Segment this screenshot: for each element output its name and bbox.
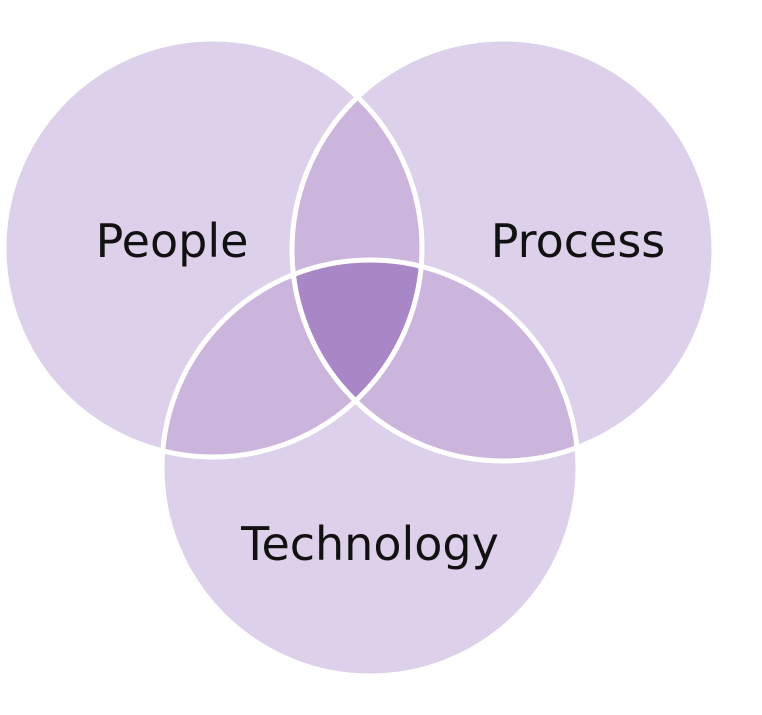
- circle-outlines: [1, 36, 717, 679]
- technology-label: Technology: [240, 517, 499, 571]
- people-outline: [1, 36, 425, 460]
- process-technology-overlap: [292, 260, 578, 461]
- process-label: Process: [491, 214, 666, 268]
- process-outline: [289, 36, 717, 464]
- people-label: People: [96, 214, 249, 268]
- technology-outline: [159, 257, 581, 679]
- people-technology-overlap: [162, 260, 422, 457]
